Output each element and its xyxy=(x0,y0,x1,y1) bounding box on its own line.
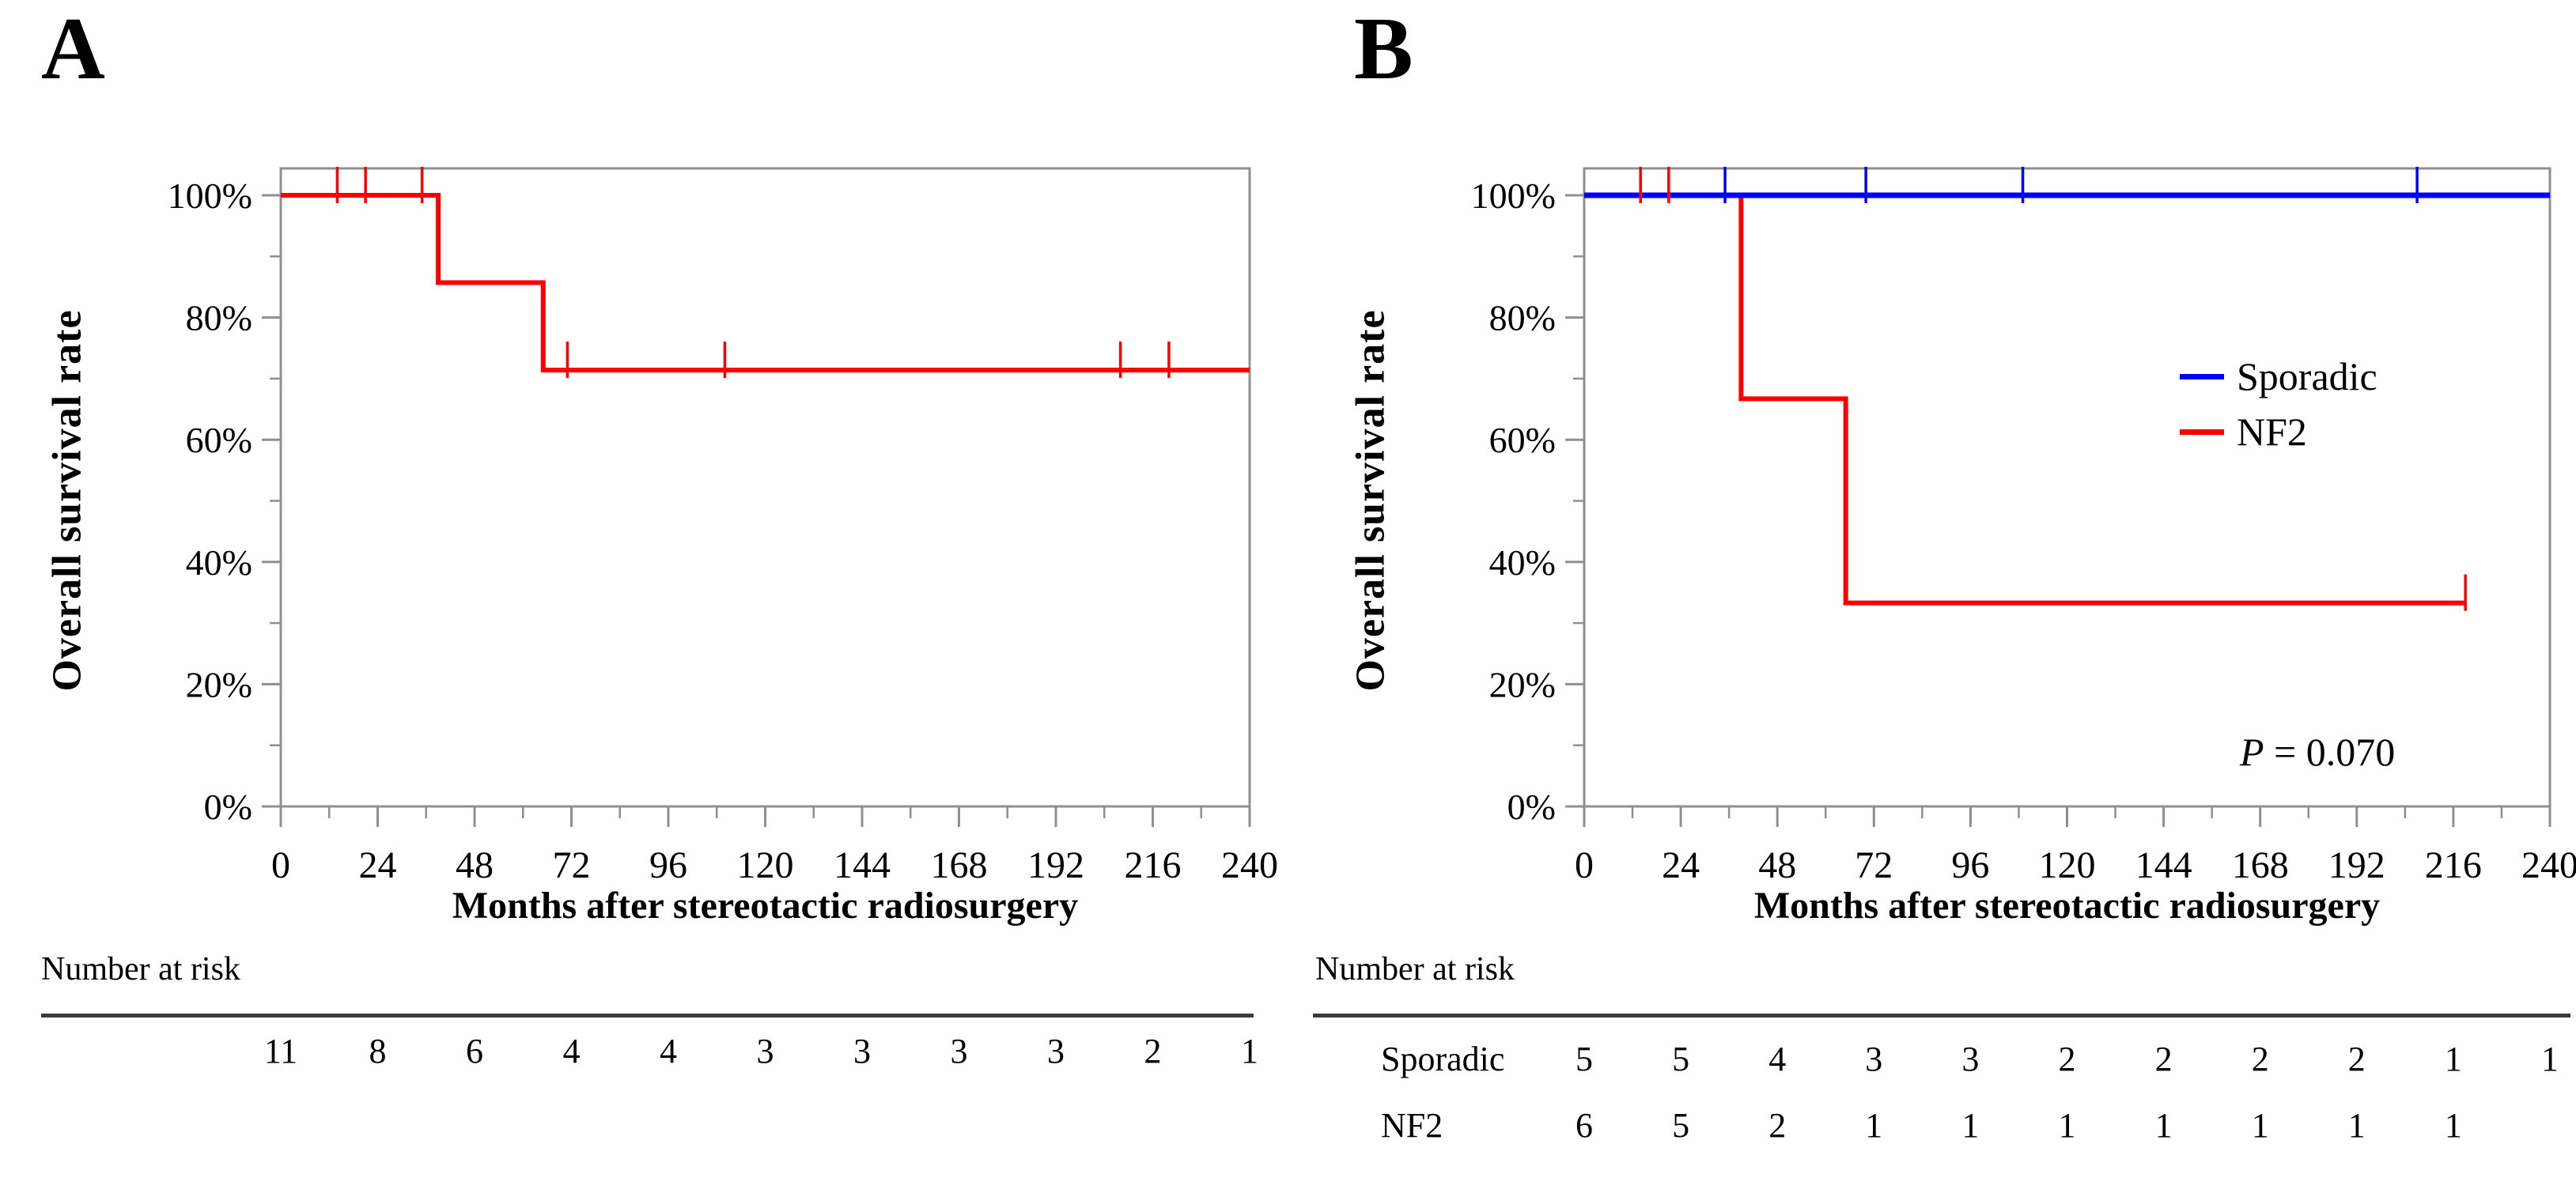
svg-text:0: 0 xyxy=(1575,844,1594,886)
risk-value: 4 xyxy=(660,1032,677,1070)
p-value-annotation: P = 0.070 xyxy=(2240,729,2395,775)
svg-text:120: 120 xyxy=(737,844,794,886)
risk-value: 2 xyxy=(2154,1040,2173,1078)
risk-value: 6 xyxy=(1575,1106,1593,1145)
risk-value: 4 xyxy=(562,1032,581,1070)
panel-a-plot: 100% 80% 60% 40% 20% 0% 0 24 48 72 96 120 144 168 192 2… xyxy=(168,167,1278,886)
legend-label-nf2: NF2 xyxy=(2237,410,2307,454)
risk-value: 5 xyxy=(1672,1106,1690,1145)
svg-text:216: 216 xyxy=(1125,844,1182,886)
svg-text:60%: 60% xyxy=(186,420,252,460)
risk-value: 11 xyxy=(263,1032,298,1070)
risk-value: 3 xyxy=(950,1032,968,1070)
risk-value: 2 xyxy=(2058,1040,2076,1078)
svg-text:240: 240 xyxy=(2521,844,2576,886)
svg-text:20%: 20% xyxy=(1489,664,1556,704)
svg-text:72: 72 xyxy=(553,844,591,886)
svg-text:48: 48 xyxy=(1758,844,1796,886)
svg-text:168: 168 xyxy=(931,844,988,886)
risk-value: 2 xyxy=(1768,1106,1787,1145)
risk-row-label: Sporadic xyxy=(1381,1040,1505,1078)
svg-text:240: 240 xyxy=(1221,844,1278,886)
svg-text:24: 24 xyxy=(359,844,397,886)
panel-b-letter: B xyxy=(1354,0,1413,98)
svg-text:0%: 0% xyxy=(204,787,252,827)
legend-item-sporadic: Sporadic xyxy=(2180,356,2377,397)
svg-text:100%: 100% xyxy=(1471,176,1556,216)
panel-a-risk-heading: Number at risk xyxy=(41,951,240,987)
risk-value: 1 xyxy=(1241,1032,1258,1070)
svg-text:168: 168 xyxy=(2232,844,2289,886)
risk-value: 3 xyxy=(1961,1040,1980,1078)
svg-text:72: 72 xyxy=(1855,844,1893,886)
risk-value: 1 xyxy=(1865,1106,1883,1145)
svg-text:192: 192 xyxy=(1027,844,1084,886)
risk-value: 1 xyxy=(1961,1106,1980,1145)
svg-text:60%: 60% xyxy=(1489,420,1556,460)
svg-text:80%: 80% xyxy=(186,298,252,338)
panel-a-risk-rule xyxy=(41,1014,1254,1018)
risk-value: 4 xyxy=(1768,1040,1787,1078)
svg-text:20%: 20% xyxy=(186,664,252,704)
panel-b-plot: 100% 80% 60% 40% 20% 0% 0 24 48 72 96 120 144 168 192 2… xyxy=(1471,167,2576,886)
risk-value: 1 xyxy=(2154,1106,2173,1145)
svg-text:80%: 80% xyxy=(1489,298,1556,338)
legend-label-sporadic: Sporadic xyxy=(2237,354,2377,398)
panel-a-letter: A xyxy=(41,0,105,98)
panel-b-legend: Sporadic NF2 xyxy=(2180,356,2377,452)
risk-value: 1 xyxy=(2347,1106,2366,1145)
risk-value: 1 xyxy=(2058,1106,2076,1145)
risk-value: 8 xyxy=(369,1032,387,1070)
risk-row-label: NF2 xyxy=(1381,1106,1443,1145)
risk-value: 1 xyxy=(2444,1040,2462,1078)
svg-text:96: 96 xyxy=(649,844,687,886)
svg-text:24: 24 xyxy=(1662,844,1700,886)
panel-b-risk-rule xyxy=(1313,1014,2570,1018)
svg-text:40%: 40% xyxy=(1489,542,1556,583)
risk-value: 3 xyxy=(756,1032,774,1070)
risk-value: 2 xyxy=(2251,1040,2269,1078)
risk-value: 2 xyxy=(2347,1040,2366,1078)
panel-b-risk-heading: Number at risk xyxy=(1315,951,1515,987)
risk-value: 1 xyxy=(2444,1106,2462,1145)
p-value-text: = 0.070 xyxy=(2264,730,2396,774)
svg-text:0%: 0% xyxy=(1507,787,1556,827)
risk-value: 1 xyxy=(2541,1040,2559,1078)
sporadic-line-swatch xyxy=(2180,373,2224,379)
svg-text:192: 192 xyxy=(2328,844,2385,886)
risk-value: 6 xyxy=(466,1032,483,1070)
svg-text:144: 144 xyxy=(2135,844,2192,886)
legend-item-nf2: NF2 xyxy=(2180,411,2377,452)
svg-text:96: 96 xyxy=(1951,844,1989,886)
risk-value: 2 xyxy=(1144,1032,1162,1070)
risk-value: 3 xyxy=(1865,1040,1883,1078)
risk-value: 5 xyxy=(1672,1040,1690,1078)
panel-b-x-axis-title: Months after stereotactic radiosurgery xyxy=(1753,885,2381,927)
risk-value: 3 xyxy=(853,1032,871,1070)
svg-text:40%: 40% xyxy=(186,542,252,583)
p-symbol: P xyxy=(2240,730,2264,774)
svg-text:100%: 100% xyxy=(168,176,252,216)
svg-text:144: 144 xyxy=(834,844,891,886)
panel-b-y-axis-title: Overall survival rate xyxy=(1348,309,1394,692)
svg-text:216: 216 xyxy=(2425,844,2482,886)
panel-a-y-axis-title: Overall survival rate xyxy=(44,309,90,692)
panel-a-x-axis-title: Months after stereotactic radiosurgery xyxy=(452,885,1079,927)
svg-text:48: 48 xyxy=(456,844,494,886)
risk-value: 1 xyxy=(2251,1106,2269,1145)
nf2-line-swatch xyxy=(2180,429,2224,435)
svg-text:120: 120 xyxy=(2039,844,2096,886)
risk-value: 5 xyxy=(1575,1040,1593,1078)
risk-value: 3 xyxy=(1047,1032,1065,1070)
svg-text:0: 0 xyxy=(271,844,290,886)
